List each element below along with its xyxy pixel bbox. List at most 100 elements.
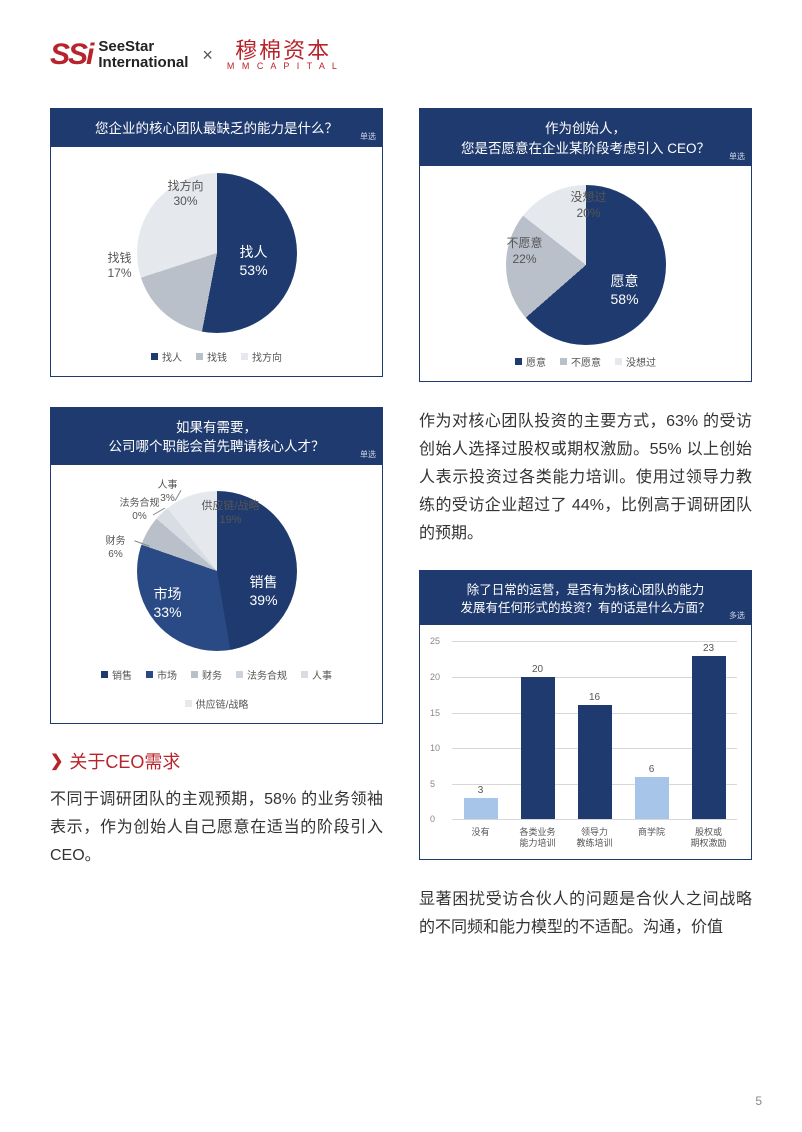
gridline — [452, 819, 737, 820]
pie-wrap: 愿意58% 不愿意22% 没想过20% — [481, 182, 691, 348]
pie-card-first-hire: 如果有需要， 公司哪个职能会首先聘请核心人才？ 单选 销售39% 市场33% 财… — [50, 407, 383, 724]
badge-single: 单选 — [360, 131, 376, 143]
legend-text: 市场 — [157, 667, 177, 682]
legend-swatch — [560, 358, 567, 365]
legend-item: 市场 — [146, 667, 177, 682]
mm-logo-cn: 穆棉资本 — [235, 39, 331, 62]
mm-logo-en: M M C A P I T A L — [227, 62, 340, 71]
bar-column: 6 — [631, 764, 673, 820]
legend-text: 找人 — [162, 349, 182, 364]
paragraph-right-bottom: 显著困扰受访合伙人的问题是合伙人之间战略的不同频和能力模型的不适配。沟通，价值 — [419, 886, 752, 942]
legend-item: 没想过 — [615, 354, 656, 369]
right-column: 作为创始人， 您是否愿意在企业某阶段考虑引入 CEO？ 单选 愿意58% 不愿意… — [419, 108, 752, 942]
legend-text: 没想过 — [626, 354, 656, 369]
bar-column: 3 — [460, 785, 502, 819]
legend-item: 找钱 — [196, 349, 227, 364]
legend-item: 找人 — [151, 349, 182, 364]
legend-swatch — [241, 353, 248, 360]
title-text: 您企业的核心团队最缺乏的能力是什么？ — [95, 121, 338, 136]
pie-card-lacking-ability: 您企业的核心团队最缺乏的能力是什么？ 单选 找人53% 找钱17% 找方向30% — [50, 108, 383, 377]
y-axis-label: 0 — [430, 814, 435, 824]
bar-value-label: 6 — [649, 764, 655, 775]
header-separator: × — [202, 45, 213, 66]
legend-swatch — [515, 358, 522, 365]
pie-wrap: 销售39% 市场33% 财务6% 法务合规0% 人事3% 供 — [112, 481, 322, 661]
slice-label-finddirection: 找方向30% — [168, 179, 204, 210]
chart-title: 作为创始人， 您是否愿意在企业某阶段考虑引入 CEO？ 单选 — [420, 109, 751, 166]
paragraph-right-top: 作为对核心团队投资的主要方式，63% 的受访创始人选择过股权或期权激励。55% … — [419, 408, 752, 548]
bar — [635, 777, 669, 820]
y-axis-label: 25 — [430, 636, 440, 646]
page-header: SSi SeeStar International × 穆棉资本 M M C A… — [50, 38, 752, 72]
legend-item: 不愿意 — [560, 354, 601, 369]
section-label: 关于CEO需求 — [69, 748, 180, 774]
ssi-logo-mark: SSi — [50, 38, 92, 72]
badge-single: 单选 — [360, 449, 376, 461]
legend-swatch — [101, 671, 108, 678]
legend-item: 找方向 — [241, 349, 282, 364]
chevron-right-icon: ❯ — [50, 751, 63, 771]
legend-text: 法务合规 — [247, 667, 287, 682]
ssi-logo-text: SeeStar International — [98, 39, 188, 72]
legend-item: 销售 — [101, 667, 132, 682]
title-l1: 作为创始人， — [545, 121, 626, 136]
slice-label-unwilling: 不愿意22% — [507, 236, 543, 267]
legend-swatch — [196, 353, 203, 360]
left-column: 您企业的核心团队最缺乏的能力是什么？ 单选 找人53% 找钱17% 找方向30% — [50, 108, 383, 942]
chart-legend: 愿意 不愿意 没想过 — [515, 354, 656, 369]
bar-value-label: 16 — [589, 692, 600, 703]
legend-item: 人事 — [301, 667, 332, 682]
chart-body: 32016623 没有各类业务能力培训领导力教练培训商学院股权或期权激励 051… — [420, 625, 751, 859]
title-l2: 发展有任何形式的投资？有的话是什么方面？ — [460, 601, 710, 615]
bar-value-label: 3 — [478, 785, 484, 796]
badge-single: 单选 — [729, 151, 745, 163]
legend-item: 愿意 — [515, 354, 546, 369]
bar — [521, 677, 555, 819]
legend-text: 不愿意 — [571, 354, 601, 369]
title-l1: 如果有需要， — [176, 420, 257, 435]
legend-text: 财务 — [202, 667, 222, 682]
x-axis-label: 各类业务能力培训 — [514, 827, 562, 850]
x-axis-label: 没有 — [457, 827, 505, 850]
legend-swatch — [191, 671, 198, 678]
title-l1: 除了日常的运营，是否有为核心团队的能力 — [467, 583, 705, 597]
badge-multi: 多选 — [729, 610, 745, 622]
chart-title: 除了日常的运营，是否有为核心团队的能力 发展有任何形式的投资？有的话是什么方面？… — [420, 571, 751, 625]
bar-value-label: 23 — [703, 643, 714, 654]
bars-container: 3 20 16 6 23 — [452, 641, 737, 819]
bar — [464, 798, 498, 819]
chart-body: 销售39% 市场33% 财务6% 法务合规0% 人事3% 供 — [51, 465, 382, 723]
slice-label-marketing: 市场33% — [154, 585, 182, 621]
pie-chart — [137, 173, 297, 333]
legend-item: 财务 — [191, 667, 222, 682]
legend-text: 供应链/战略 — [196, 696, 249, 711]
x-axis-label: 领导力教练培训 — [571, 827, 619, 850]
x-axis-label: 股权或期权激励 — [685, 827, 733, 850]
bar-value-label: 20 — [532, 664, 543, 675]
slice-label-findpeople: 找人53% — [240, 243, 268, 279]
legend-swatch — [146, 671, 153, 678]
legend-swatch — [301, 671, 308, 678]
chart-body: 找人53% 找钱17% 找方向30% 找人 找钱找方向 — [51, 147, 382, 376]
ssi-line2: International — [98, 55, 188, 72]
ssi-logo: SSi SeeStar International — [50, 38, 188, 72]
bar-column: 20 — [517, 664, 559, 819]
pie-wrap: 找人53% 找钱17% 找方向30% — [112, 163, 322, 343]
slice-label-findmoney: 找钱17% — [108, 251, 132, 282]
bar — [578, 705, 612, 819]
bar-xlabels: 没有各类业务能力培训领导力教练培训商学院股权或期权激励 — [452, 827, 737, 850]
legend-text: 找钱 — [207, 349, 227, 364]
chart-title: 您企业的核心团队最缺乏的能力是什么？ 单选 — [51, 109, 382, 147]
title-l2: 您是否愿意在企业某阶段考虑引入 CEO？ — [461, 141, 710, 156]
pie-card-ceo-willing: 作为创始人， 您是否愿意在企业某阶段考虑引入 CEO？ 单选 愿意58% 不愿意… — [419, 108, 752, 382]
y-axis-label: 10 — [430, 743, 440, 753]
chart-title: 如果有需要， 公司哪个职能会首先聘请核心人才？ 单选 — [51, 408, 382, 465]
y-axis-label: 15 — [430, 708, 440, 718]
legend-swatch — [236, 671, 243, 678]
title-l2: 公司哪个职能会首先聘请核心人才？ — [109, 439, 325, 454]
section-heading-ceo: ❯ 关于CEO需求 — [50, 748, 383, 774]
paragraph-left: 不同于调研团队的主观预期，58% 的业务领袖表示，作为创始人自己愿意在适当的阶段… — [50, 786, 383, 870]
slice-label-notthought: 没想过20% — [571, 190, 607, 221]
bar-card-investment: 除了日常的运营，是否有为核心团队的能力 发展有任何形式的投资？有的话是什么方面？… — [419, 570, 752, 860]
mm-logo: 穆棉资本 M M C A P I T A L — [227, 39, 340, 72]
